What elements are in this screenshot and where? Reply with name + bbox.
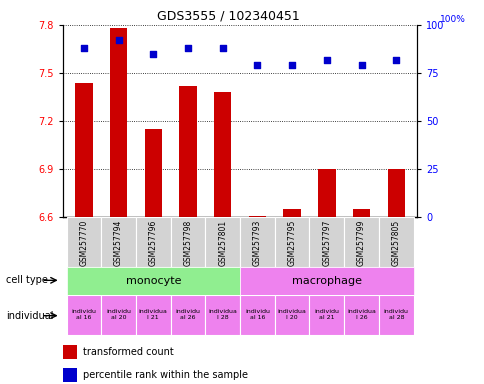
Bar <box>240 267 413 295</box>
Bar <box>387 169 404 217</box>
Text: individu
al 20: individu al 20 <box>106 309 131 320</box>
Point <box>149 51 157 57</box>
Point <box>184 45 192 51</box>
Bar <box>179 86 197 217</box>
Point <box>218 45 226 51</box>
Bar <box>240 295 274 335</box>
Bar <box>352 209 369 217</box>
Point <box>287 62 295 68</box>
Bar <box>205 217 240 267</box>
Bar <box>101 217 136 267</box>
Bar <box>110 28 127 217</box>
Bar <box>240 217 274 267</box>
Text: cell type: cell type <box>6 275 47 285</box>
Bar <box>136 217 170 267</box>
Text: percentile rank within the sample: percentile rank within the sample <box>82 370 247 380</box>
Bar <box>344 217 378 267</box>
Bar <box>75 83 92 217</box>
Text: GSM257797: GSM257797 <box>322 220 331 266</box>
Text: individu
al 26: individu al 26 <box>175 309 200 320</box>
Bar <box>63 345 77 359</box>
Text: individu
al 16: individu al 16 <box>244 309 270 320</box>
Point <box>253 62 261 68</box>
Text: GSM257801: GSM257801 <box>218 220 227 266</box>
Text: GSM257770: GSM257770 <box>79 220 88 266</box>
Text: individual: individual <box>6 311 53 321</box>
Text: GSM257795: GSM257795 <box>287 220 296 266</box>
Text: transformed count: transformed count <box>82 347 173 357</box>
Bar <box>309 295 344 335</box>
Bar <box>378 295 413 335</box>
Bar <box>213 92 231 217</box>
Point <box>322 56 330 63</box>
Bar <box>205 295 240 335</box>
Text: individu
al 21: individu al 21 <box>314 309 339 320</box>
Text: GSM257794: GSM257794 <box>114 220 123 266</box>
Text: individua
l 26: individua l 26 <box>347 309 375 320</box>
Bar <box>66 217 101 267</box>
Bar <box>66 267 240 295</box>
Point <box>115 37 122 43</box>
Text: GSM257793: GSM257793 <box>253 220 261 266</box>
Point <box>357 62 364 68</box>
Text: monocyte: monocyte <box>125 276 181 286</box>
Text: 100%: 100% <box>439 15 465 24</box>
Text: individua
l 21: individua l 21 <box>138 309 167 320</box>
Bar <box>136 295 170 335</box>
Bar <box>318 169 335 217</box>
Text: GSM257799: GSM257799 <box>356 220 365 266</box>
Text: GSM257805: GSM257805 <box>391 220 400 266</box>
Bar <box>63 368 77 382</box>
Bar <box>170 217 205 267</box>
Bar <box>248 216 266 217</box>
Text: individu
al 16: individu al 16 <box>71 309 96 320</box>
Bar <box>170 295 205 335</box>
Point <box>392 56 399 63</box>
Bar <box>274 295 309 335</box>
Text: macrophage: macrophage <box>291 276 361 286</box>
Bar <box>378 217 413 267</box>
Text: GSM257796: GSM257796 <box>149 220 157 266</box>
Text: individu
al 28: individu al 28 <box>383 309 408 320</box>
Text: individua
l 20: individua l 20 <box>277 309 306 320</box>
Bar <box>344 295 378 335</box>
Point <box>80 45 88 51</box>
Bar <box>101 295 136 335</box>
Bar <box>283 209 300 217</box>
Bar <box>144 129 162 217</box>
Bar <box>274 217 309 267</box>
Text: GDS3555 / 102340451: GDS3555 / 102340451 <box>156 10 299 23</box>
Text: individua
l 28: individua l 28 <box>208 309 237 320</box>
Bar <box>309 217 344 267</box>
Text: GSM257798: GSM257798 <box>183 220 192 266</box>
Bar <box>66 295 101 335</box>
